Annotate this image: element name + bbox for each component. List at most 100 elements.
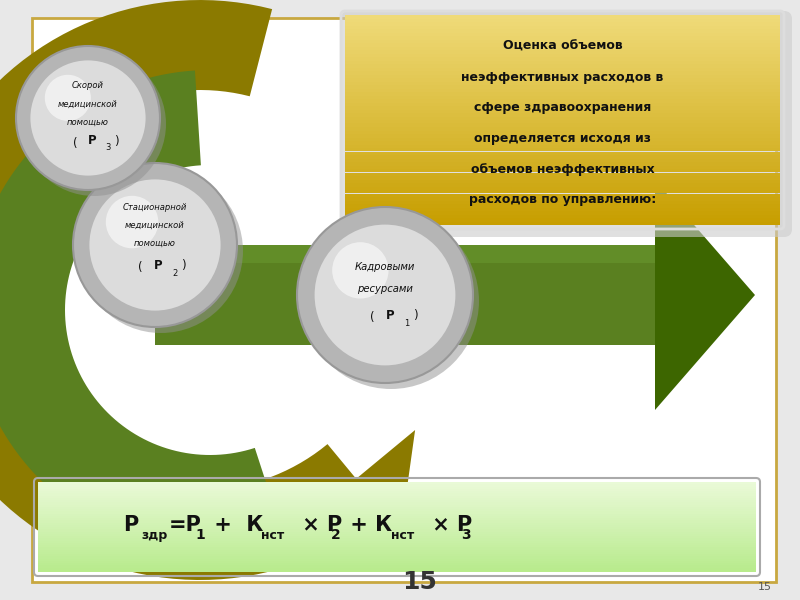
Text: 3: 3 (106, 143, 110, 152)
Circle shape (297, 207, 473, 383)
Bar (38, 484, 756, 487)
Bar (345, 78, 780, 82)
Bar (345, 187, 780, 190)
Text: медицинской: медицинской (125, 220, 185, 229)
Bar (345, 46, 780, 50)
Bar (345, 183, 780, 187)
Bar (38, 514, 756, 516)
Text: здр: здр (141, 529, 167, 542)
Text: Скорой: Скорой (72, 82, 104, 91)
Text: Р: Р (386, 308, 394, 322)
Bar (38, 554, 756, 556)
Bar (38, 547, 756, 550)
Bar (38, 550, 756, 552)
Bar (38, 496, 756, 498)
Text: (: ( (138, 260, 142, 274)
Bar (38, 507, 756, 509)
Text: + К: + К (343, 515, 392, 535)
Text: 1: 1 (195, 528, 205, 542)
Bar (38, 545, 756, 547)
Bar (345, 116, 780, 120)
Bar (345, 173, 780, 176)
Bar (345, 166, 780, 169)
Bar (345, 22, 780, 25)
Bar (345, 67, 780, 71)
Bar (345, 32, 780, 36)
Bar (38, 556, 756, 559)
Bar (345, 64, 780, 67)
Bar (345, 130, 780, 134)
Bar (345, 120, 780, 124)
Bar (345, 109, 780, 113)
Bar (345, 145, 780, 148)
Text: сфере здравоохранения: сфере здравоохранения (474, 101, 651, 115)
Bar (38, 505, 756, 507)
Bar (38, 536, 756, 538)
Bar (345, 197, 780, 200)
Text: (: ( (370, 311, 374, 323)
FancyBboxPatch shape (341, 11, 792, 237)
Bar (38, 543, 756, 545)
Text: нст: нст (261, 529, 284, 542)
Polygon shape (655, 180, 755, 410)
Bar (38, 482, 756, 484)
Bar (38, 552, 756, 554)
Text: 15: 15 (758, 582, 772, 592)
Bar (38, 541, 756, 543)
Circle shape (30, 61, 146, 176)
Bar (345, 113, 780, 116)
Text: ): ) (413, 308, 418, 322)
Bar (345, 57, 780, 61)
Circle shape (45, 75, 91, 121)
Bar (345, 85, 780, 88)
Bar (38, 563, 756, 565)
Text: ): ) (181, 259, 186, 271)
Text: помощью: помощью (134, 238, 176, 247)
Bar (345, 88, 780, 92)
Circle shape (22, 52, 166, 196)
Bar (345, 40, 780, 43)
Bar (345, 95, 780, 99)
Bar (38, 529, 756, 532)
Bar (38, 509, 756, 511)
Bar (345, 221, 780, 225)
Bar (38, 489, 756, 491)
Text: объемов неэффективных: объемов неэффективных (470, 163, 654, 176)
Text: Р: Р (88, 134, 96, 148)
Bar (345, 29, 780, 32)
Bar (345, 61, 780, 64)
Text: Кадровыми: Кадровыми (355, 262, 415, 272)
Bar (38, 500, 756, 502)
Bar (38, 523, 756, 525)
Bar (345, 155, 780, 158)
Bar (345, 200, 780, 204)
Polygon shape (298, 430, 415, 533)
Text: ): ) (114, 134, 118, 148)
Text: определяется исходя из: определяется исходя из (474, 132, 651, 145)
Bar (38, 491, 756, 493)
Bar (345, 134, 780, 137)
Bar (38, 518, 756, 520)
Bar (345, 151, 780, 155)
Bar (345, 106, 780, 109)
Bar (38, 568, 756, 570)
Bar (345, 208, 780, 211)
Bar (345, 214, 780, 218)
Bar (345, 15, 780, 19)
Bar (345, 53, 780, 57)
Bar (345, 19, 780, 22)
Bar (38, 534, 756, 536)
Text: 2: 2 (172, 269, 178, 277)
Bar (38, 527, 756, 529)
Text: =Р: =Р (169, 515, 202, 535)
Bar (345, 71, 780, 74)
Circle shape (79, 169, 243, 333)
Bar (38, 565, 756, 568)
Text: Р: Р (123, 515, 138, 535)
Polygon shape (0, 70, 284, 550)
Bar (345, 25, 780, 29)
Bar (345, 103, 780, 106)
Text: ресурсами: ресурсами (357, 284, 413, 294)
Bar (38, 511, 756, 514)
Text: 15: 15 (402, 570, 438, 594)
